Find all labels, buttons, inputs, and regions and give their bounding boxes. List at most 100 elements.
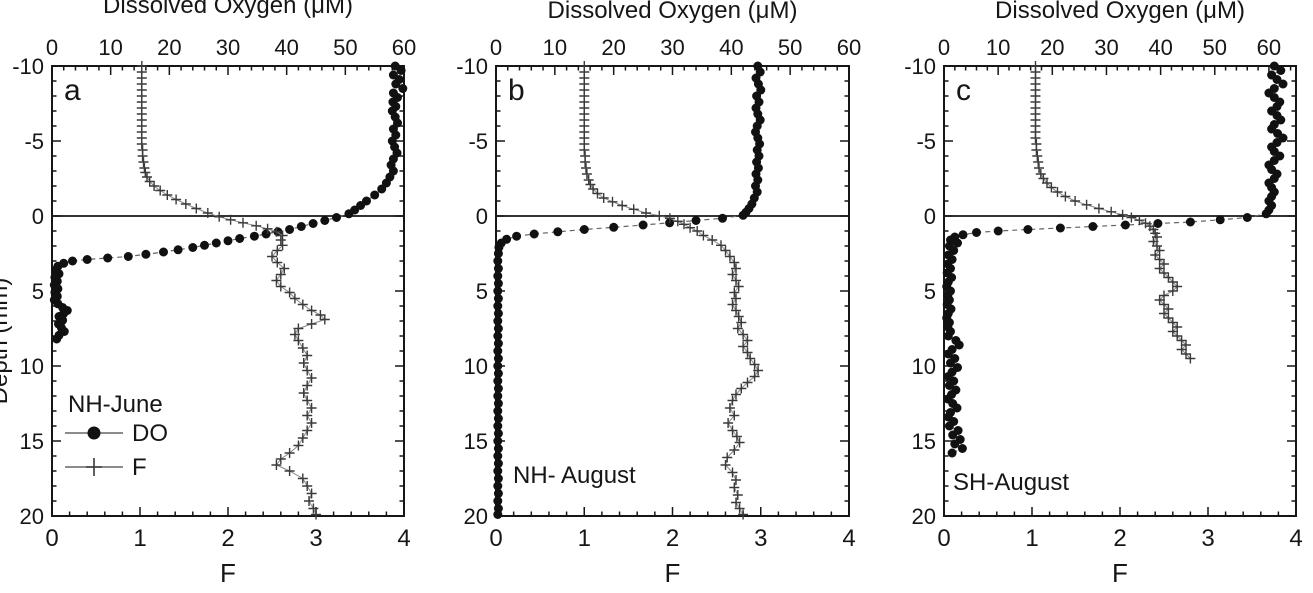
panel-c: 0 10 20 30 40 50 60 0 1 2 3 4 -10 -5 0 5 10 15 20 Dissolved…	[904, 0, 1302, 588]
f-marker	[1134, 215, 1145, 226]
f-marker	[144, 176, 155, 187]
f-marker	[214, 211, 225, 222]
f-marker	[191, 203, 202, 214]
do-marker	[948, 430, 958, 440]
do-marker	[493, 474, 503, 483]
f-marker	[304, 496, 314, 506]
f-marker	[732, 323, 743, 334]
do-series-line	[946, 65, 1285, 454]
do-marker	[141, 249, 151, 259]
f-marker	[271, 275, 282, 286]
f-marker	[738, 341, 749, 352]
do-tick-label: 0	[938, 35, 950, 60]
do-marker	[944, 381, 954, 390]
f-marker	[302, 410, 313, 421]
legend-circle-marker	[87, 426, 101, 440]
f-marker	[731, 293, 741, 304]
do-marker	[493, 331, 503, 341]
do-marker	[1215, 215, 1225, 225]
f-marker	[289, 329, 300, 340]
f-marker	[722, 452, 733, 463]
do-marker	[1276, 66, 1286, 75]
f-marker	[298, 358, 309, 368]
f-marker	[293, 440, 304, 451]
do-marker	[947, 448, 957, 458]
do-marker	[261, 229, 271, 239]
f-marker	[731, 389, 741, 400]
f-marker	[1176, 344, 1187, 355]
do-marker	[211, 238, 221, 248]
do-marker	[493, 346, 503, 356]
do-marker	[493, 264, 503, 273]
f-series	[579, 61, 764, 520]
depth-tick-label: -10	[904, 54, 936, 79]
do-marker	[944, 421, 954, 431]
do-marker	[493, 369, 503, 378]
do-tick-label: 40	[719, 35, 743, 60]
do-tick-label: 30	[1094, 35, 1118, 60]
f-marker	[297, 433, 308, 443]
do-marker	[493, 324, 503, 333]
do-marker	[332, 213, 341, 222]
legend-plus-marker	[86, 458, 102, 476]
do-marker	[638, 220, 648, 230]
do-marker	[493, 459, 503, 468]
f-marker	[1185, 353, 1196, 364]
f-marker	[251, 220, 262, 231]
f-marker	[293, 323, 304, 334]
f-marker	[136, 139, 147, 149]
do-marker	[493, 286, 503, 296]
f-marker	[1159, 259, 1169, 269]
do-marker	[579, 225, 589, 234]
station-label: NH- August	[513, 462, 636, 489]
f-marker	[729, 445, 740, 455]
station-label: SH-August	[953, 469, 1069, 496]
do-marker	[285, 225, 295, 234]
f-marker	[732, 490, 743, 500]
f-marker	[720, 245, 731, 256]
f-marker	[302, 481, 313, 491]
f-marker	[277, 230, 288, 241]
f-marker	[729, 257, 740, 268]
f-marker	[729, 410, 740, 421]
do-marker	[493, 406, 503, 416]
legend: DO F	[65, 420, 168, 481]
bottom-axis-title: F	[220, 558, 236, 588]
f-marker	[679, 219, 689, 230]
do-marker	[1153, 219, 1163, 228]
f-marker	[1060, 191, 1071, 202]
f-tick-label: 3	[754, 525, 767, 552]
f-series-line	[583, 66, 759, 515]
f-marker	[727, 425, 738, 436]
f-marker	[742, 377, 753, 388]
f-marker	[753, 365, 764, 376]
f-marker	[698, 230, 709, 241]
f-marker	[272, 257, 283, 268]
f-series-line	[141, 66, 326, 515]
depth-tick-label: 0	[32, 204, 44, 229]
do-marker	[1278, 79, 1288, 89]
do-marker	[493, 391, 503, 401]
panel-letter: a	[64, 74, 81, 107]
do-marker	[493, 354, 503, 363]
f-tick-label: 1	[578, 525, 591, 552]
depth-tick-label: -10	[12, 54, 44, 79]
f-marker	[738, 509, 749, 520]
f-marker	[588, 184, 599, 194]
f-marker	[736, 383, 747, 394]
do-marker	[123, 252, 133, 261]
do-tick-label: 40	[274, 35, 298, 60]
f-marker	[1159, 268, 1169, 278]
do-marker	[398, 84, 408, 93]
do-marker	[993, 226, 1003, 236]
do-marker	[493, 481, 503, 491]
f-marker	[1159, 290, 1169, 301]
f-marker	[306, 305, 317, 316]
depth-tick-label: 15	[912, 429, 936, 454]
f-tick-label: 0	[489, 525, 502, 552]
f-marker	[137, 151, 148, 161]
do-marker	[1023, 225, 1033, 234]
f-marker	[672, 216, 683, 227]
f-marker	[155, 185, 166, 196]
